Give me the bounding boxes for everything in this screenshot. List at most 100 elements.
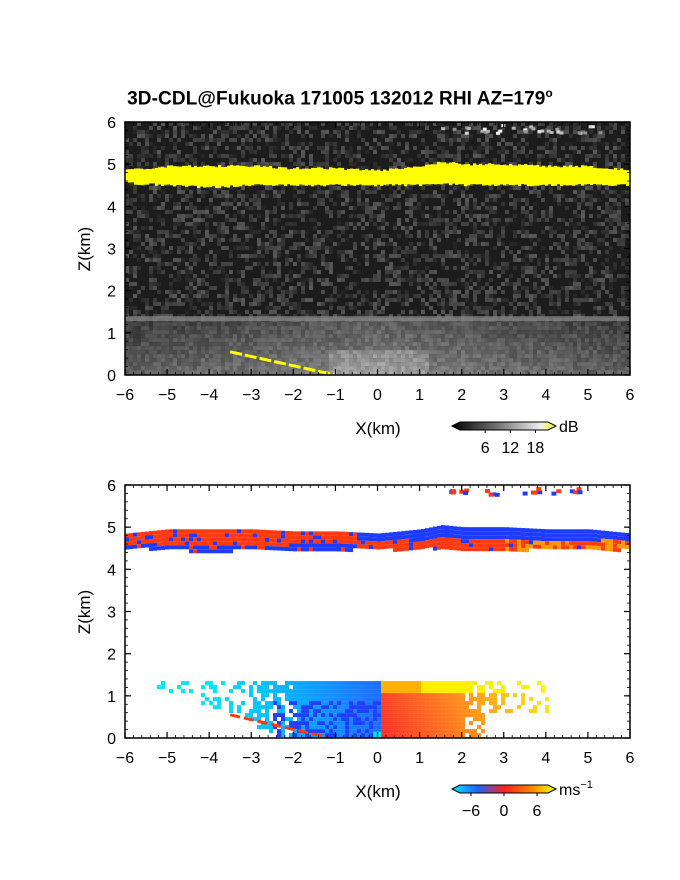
reflectivity-noise-cell	[317, 302, 321, 306]
reflectivity-noise-cell	[441, 130, 445, 134]
reflectivity-noise-cell	[273, 298, 277, 302]
reflectivity-noise-cell	[145, 258, 149, 262]
reflectivity-boundary-cell	[245, 326, 249, 331]
reflectivity-boundary-cell	[149, 358, 153, 363]
reflectivity-boundary-cell	[181, 322, 185, 327]
reflectivity-noise-cell	[485, 310, 489, 314]
reflectivity-boundary-cell	[477, 354, 481, 359]
reflectivity-noise-cell	[517, 230, 521, 234]
reflectivity-noise-cell	[421, 194, 425, 198]
reflectivity-noise-cell	[501, 242, 505, 246]
reflectivity-boundary-cell	[189, 330, 193, 335]
reflectivity-boundary-cell	[469, 334, 473, 339]
reflectivity-noise-cell	[397, 158, 401, 162]
reflectivity-noise-cell	[221, 210, 225, 214]
reflectivity-noise-cell	[381, 202, 385, 206]
reflectivity-noise-cell	[225, 206, 229, 210]
reflectivity-noise-cell	[205, 282, 209, 286]
reflectivity-boundary-cell	[265, 330, 269, 335]
reflectivity-noise-cell	[173, 142, 177, 146]
reflectivity-noise-cell	[613, 262, 617, 266]
reflectivity-boundary-cell	[277, 342, 281, 347]
reflectivity-noise-cell	[149, 258, 153, 262]
reflectivity-noise-cell	[389, 278, 393, 282]
reflectivity-noise-cell	[369, 122, 373, 126]
reflectivity-boundary-cell	[237, 334, 241, 339]
reflectivity-noise-cell	[149, 198, 153, 202]
reflectivity-noise-cell	[245, 146, 249, 150]
reflectivity-boundary-cell	[221, 334, 225, 339]
reflectivity-noise-cell	[553, 142, 557, 146]
reflectivity-noise-cell	[569, 286, 573, 290]
reflectivity-noise-cell	[525, 154, 529, 158]
reflectivity-noise-cell	[261, 270, 265, 274]
reflectivity-boundary-cell	[397, 334, 401, 339]
reflectivity-noise-cell	[337, 162, 341, 166]
reflectivity-noise-cell	[201, 218, 205, 222]
reflectivity-noise-cell	[289, 206, 293, 210]
reflectivity-boundary-cell	[381, 342, 385, 347]
reflectivity-boundary-cell	[309, 330, 313, 335]
reflectivity-noise-cell	[213, 194, 217, 198]
reflectivity-noise-cell	[425, 206, 429, 210]
reflectivity-noise-cell	[301, 150, 305, 154]
reflectivity-noise-cell	[141, 214, 145, 218]
reflectivity-noise-cell	[325, 246, 329, 250]
reflectivity-noise-cell	[489, 270, 493, 274]
reflectivity-noise-cell	[409, 298, 413, 302]
reflectivity-noise-cell	[413, 254, 417, 258]
reflectivity-noise-cell	[141, 226, 145, 230]
reflectivity-boundary-cell	[153, 342, 157, 347]
reflectivity-boundary-cell	[593, 326, 597, 331]
reflectivity-noise-cell	[573, 210, 577, 214]
reflectivity-noise-cell	[185, 250, 189, 254]
reflectivity-noise-cell	[177, 154, 181, 158]
reflectivity-noise-cell	[549, 230, 553, 234]
reflectivity-boundary-cell	[273, 322, 277, 327]
reflectivity-noise-cell	[601, 282, 605, 286]
reflectivity-boundary-cell	[373, 330, 377, 335]
reflectivity-noise-cell	[465, 310, 469, 314]
reflectivity-noise-cell	[501, 154, 505, 158]
reflectivity-noise-cell	[597, 122, 601, 126]
reflectivity-noise-cell	[457, 146, 461, 150]
reflectivity-boundary-cell	[297, 338, 301, 343]
reflectivity-boundary-cell	[413, 350, 417, 355]
reflectivity-boundary-cell	[513, 322, 517, 327]
reflectivity-noise-cell	[165, 290, 169, 294]
reflectivity-boundary-cell	[185, 326, 189, 331]
reflectivity-noise-cell	[473, 226, 477, 230]
reflectivity-noise-cell	[473, 202, 477, 206]
reflectivity-noise-cell	[453, 290, 457, 294]
reflectivity-boundary-cell	[385, 322, 389, 327]
reflectivity-noise-cell	[269, 306, 273, 310]
reflectivity-boundary-cell	[341, 346, 345, 351]
reflectivity-boundary-cell	[317, 350, 321, 355]
reflectivity-boundary-cell	[141, 350, 145, 355]
reflectivity-noise-cell	[569, 142, 573, 146]
reflectivity-noise-cell	[621, 126, 625, 130]
reflectivity-noise-cell	[441, 198, 445, 202]
reflectivity-boundary-cell	[129, 354, 133, 359]
reflectivity-noise-cell	[457, 134, 461, 138]
reflectivity-noise-cell	[173, 146, 177, 150]
reflectivity-boundary-cell	[433, 322, 437, 327]
reflectivity-noise-cell	[353, 258, 357, 262]
reflectivity-noise-cell	[517, 186, 521, 190]
reflectivity-noise-cell	[309, 286, 313, 290]
reflectivity-noise-cell	[189, 158, 193, 162]
reflectivity-boundary-cell	[601, 334, 605, 339]
reflectivity-noise-cell	[441, 134, 445, 138]
reflectivity-noise-cell	[305, 298, 309, 302]
reflectivity-noise-cell	[353, 246, 357, 250]
reflectivity-noise-cell	[305, 202, 309, 206]
reflectivity-noise-cell	[457, 250, 461, 254]
reflectivity-noise-cell	[529, 254, 533, 258]
reflectivity-boundary-cell	[553, 326, 557, 331]
reflectivity-noise-cell	[325, 206, 329, 210]
reflectivity-noise-cell	[505, 266, 509, 270]
reflectivity-boundary-cell	[349, 350, 353, 355]
reflectivity-noise-cell	[153, 258, 157, 262]
reflectivity-noise-cell	[621, 226, 625, 230]
reflectivity-noise-cell	[217, 302, 221, 306]
